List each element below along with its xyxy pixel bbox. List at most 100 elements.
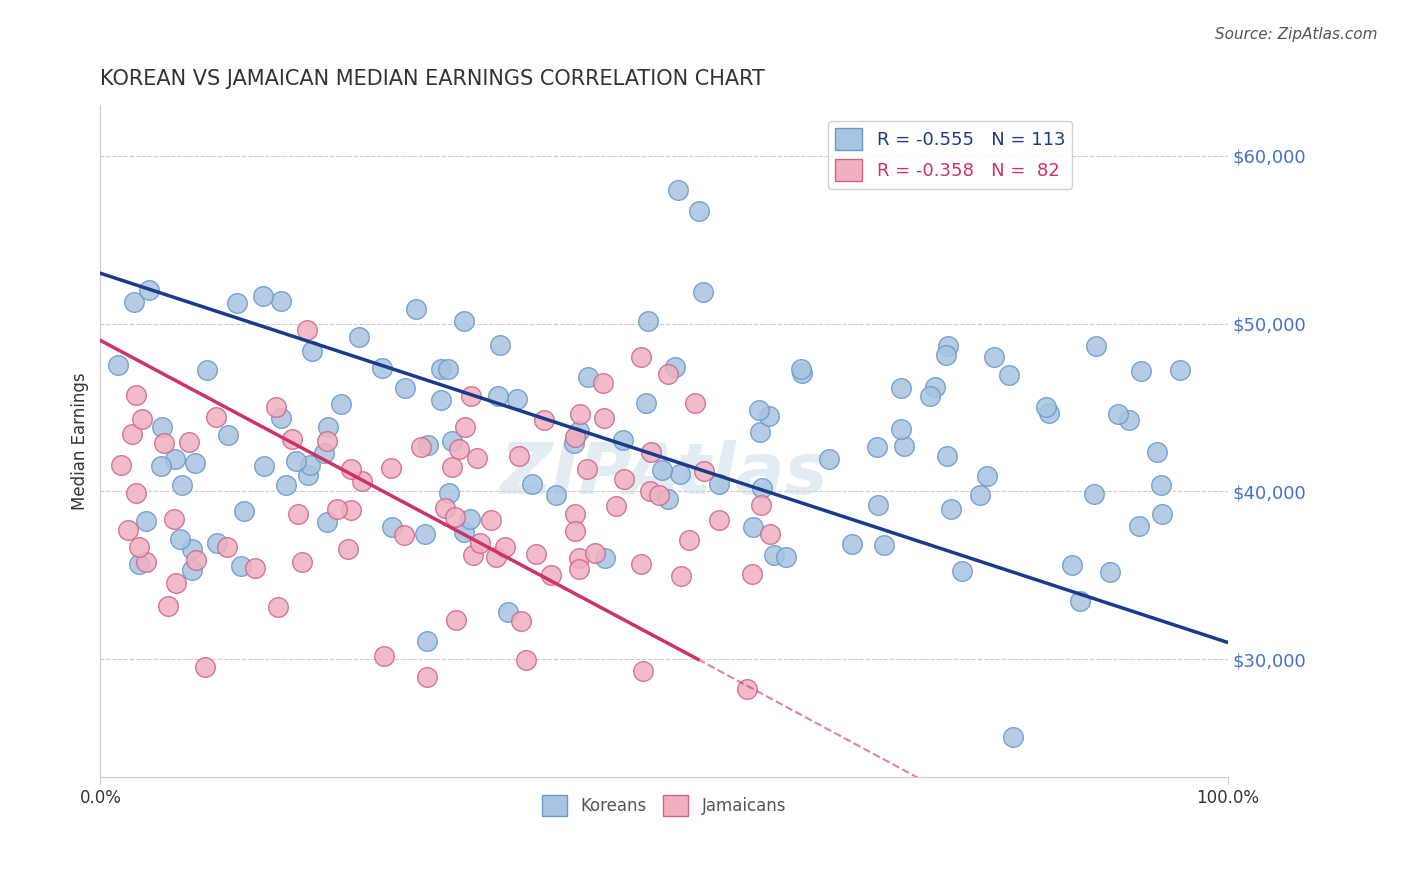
- Point: [411, 441, 433, 455]
- Point: [568, 424, 591, 438]
- Point: [453, 314, 475, 328]
- Point: [564, 430, 586, 444]
- Point: [430, 392, 453, 407]
- Point: [330, 397, 353, 411]
- Point: [437, 485, 460, 500]
- Point: [337, 541, 360, 556]
- Point: [496, 605, 519, 619]
- Point: [564, 435, 586, 450]
- Point: [373, 649, 395, 664]
- Point: [454, 420, 477, 434]
- Point: [177, 435, 200, 450]
- Point: [287, 507, 309, 521]
- Point: [281, 432, 304, 446]
- Point: [637, 314, 659, 328]
- Point: [651, 463, 673, 477]
- Point: [593, 411, 616, 425]
- Point: [709, 476, 731, 491]
- Point: [370, 361, 392, 376]
- Point: [1128, 518, 1150, 533]
- Point: [508, 450, 530, 464]
- Point: [494, 540, 516, 554]
- Point: [1062, 558, 1084, 573]
- Point: [748, 425, 770, 439]
- Point: [762, 549, 785, 563]
- Point: [150, 420, 173, 434]
- Point: [939, 502, 962, 516]
- Point: [592, 376, 614, 390]
- Point: [121, 427, 143, 442]
- Point: [866, 440, 889, 454]
- Point: [444, 509, 467, 524]
- Point: [446, 613, 468, 627]
- Point: [138, 283, 160, 297]
- Point: [640, 444, 662, 458]
- Point: [325, 502, 347, 516]
- Point: [613, 472, 636, 486]
- Point: [135, 555, 157, 569]
- Point: [465, 450, 488, 465]
- Point: [128, 557, 150, 571]
- Point: [605, 499, 627, 513]
- Point: [381, 520, 404, 534]
- Point: [564, 524, 586, 538]
- Point: [107, 358, 129, 372]
- Point: [350, 474, 373, 488]
- Point: [524, 547, 547, 561]
- Point: [751, 481, 773, 495]
- Legend: Koreans, Jamaicans: Koreans, Jamaicans: [536, 789, 793, 822]
- Point: [253, 458, 276, 473]
- Point: [416, 633, 439, 648]
- Point: [758, 409, 780, 424]
- Point: [217, 428, 239, 442]
- Point: [169, 533, 191, 547]
- Point: [595, 551, 617, 566]
- Point: [890, 422, 912, 436]
- Point: [630, 557, 652, 571]
- Point: [181, 563, 204, 577]
- Point: [1083, 487, 1105, 501]
- Point: [453, 524, 475, 539]
- Point: [789, 362, 811, 376]
- Point: [749, 499, 772, 513]
- Point: [666, 183, 689, 197]
- Point: [405, 302, 427, 317]
- Point: [936, 339, 959, 353]
- Point: [515, 653, 537, 667]
- Point: [276, 478, 298, 492]
- Point: [969, 488, 991, 502]
- Point: [612, 434, 634, 448]
- Point: [392, 528, 415, 542]
- Point: [630, 350, 652, 364]
- Point: [631, 665, 654, 679]
- Point: [458, 512, 481, 526]
- Point: [983, 350, 1005, 364]
- Point: [564, 507, 586, 521]
- Point: [380, 461, 402, 475]
- Point: [568, 550, 591, 565]
- Point: [1150, 508, 1173, 522]
- Point: [1038, 406, 1060, 420]
- Point: [1107, 407, 1129, 421]
- Point: [295, 323, 318, 337]
- Point: [207, 536, 229, 550]
- Point: [149, 458, 172, 473]
- Point: [506, 392, 529, 407]
- Point: [540, 568, 562, 582]
- Point: [245, 561, 267, 575]
- Point: [440, 459, 463, 474]
- Text: Source: ZipAtlas.com: Source: ZipAtlas.com: [1215, 27, 1378, 42]
- Point: [163, 512, 186, 526]
- Point: [229, 559, 252, 574]
- Point: [186, 553, 208, 567]
- Point: [1069, 593, 1091, 607]
- Point: [301, 344, 323, 359]
- Point: [170, 478, 193, 492]
- Point: [657, 492, 679, 507]
- Point: [479, 513, 502, 527]
- Point: [1146, 445, 1168, 459]
- Point: [291, 556, 314, 570]
- Point: [117, 523, 139, 537]
- Point: [522, 477, 544, 491]
- Point: [449, 442, 471, 456]
